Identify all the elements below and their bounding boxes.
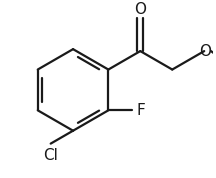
Text: F: F bbox=[137, 103, 145, 118]
Text: O: O bbox=[199, 44, 211, 59]
Text: O: O bbox=[134, 2, 146, 17]
Text: Cl: Cl bbox=[43, 148, 58, 163]
